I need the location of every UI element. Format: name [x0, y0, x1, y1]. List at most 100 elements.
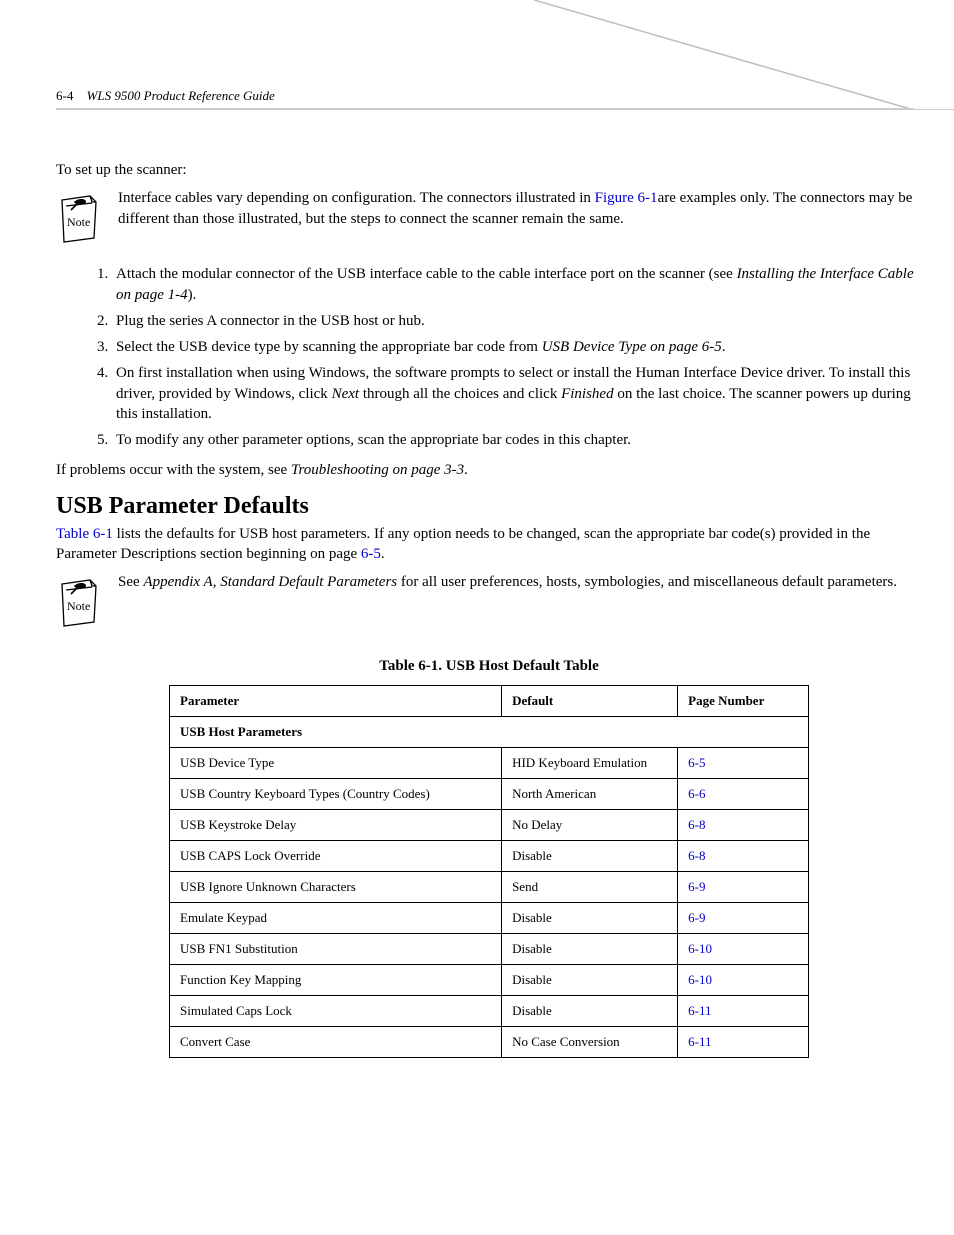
cell-page: 6-6 [678, 779, 809, 810]
step-italic: Next [332, 386, 360, 402]
page-corner-fold [534, 0, 954, 110]
cell-page: 6-9 [678, 872, 809, 903]
note-text: Interface cables vary depending on confi… [118, 188, 922, 229]
cell-page: 6-11 [678, 1027, 809, 1058]
cell-page: 6-10 [678, 934, 809, 965]
note-icon-label: Note [67, 215, 90, 229]
note-text: See Appendix A, Standard Default Paramet… [118, 572, 922, 592]
table-ref-link[interactable]: Table 6-1 [56, 526, 113, 542]
cell-default: Disable [502, 965, 678, 996]
cell-page: 6-10 [678, 965, 809, 996]
section-paragraph: Table 6-1 lists the defaults for USB hos… [56, 524, 922, 565]
page-ref-link[interactable]: 6-5 [361, 546, 381, 562]
cell-default: HID Keyboard Emulation [502, 748, 678, 779]
cell-default: No Delay [502, 810, 678, 841]
step-text: Select the USB device type by scanning t… [116, 339, 542, 355]
figure-ref-link[interactable]: Figure 6-1 [595, 190, 658, 206]
table-row: Convert Case No Case Conversion 6-11 [170, 1027, 809, 1058]
table-row: USB Keystroke Delay No Delay 6-8 [170, 810, 809, 841]
table-row: Function Key Mapping Disable 6-10 [170, 965, 809, 996]
note-block: Note Interface cables vary depending on … [56, 188, 922, 246]
cell-param: USB Keystroke Delay [170, 810, 502, 841]
header-rule [56, 108, 914, 110]
table-section-label: USB Host Parameters [170, 717, 809, 748]
table-body: USB Host Parameters USB Device Type HID … [170, 717, 809, 1058]
cell-param: USB Ignore Unknown Characters [170, 872, 502, 903]
page-link[interactable]: 6-11 [688, 1034, 711, 1049]
step-item: On first installation when using Windows… [112, 363, 922, 424]
step-text: Plug the series A connector in the USB h… [116, 313, 425, 329]
table-row: USB FN1 Substitution Disable 6-10 [170, 934, 809, 965]
step-text: through all the choices and click [359, 386, 561, 402]
usb-default-table: Parameter Default Page Number USB Host P… [169, 685, 809, 1058]
page-link[interactable]: 6-10 [688, 972, 712, 987]
step-italic: USB Device Type on page 6-5 [542, 339, 722, 355]
table-header-default: Default [502, 686, 678, 717]
cell-param: USB FN1 Substitution [170, 934, 502, 965]
note-icon-label: Note [67, 599, 90, 613]
table-title: Table 6-1. USB Host Default Table [56, 658, 922, 675]
step-item: Plug the series A connector in the USB h… [112, 311, 922, 331]
cell-default: Disable [502, 934, 678, 965]
page-link[interactable]: 6-9 [688, 910, 705, 925]
cell-param: USB CAPS Lock Override [170, 841, 502, 872]
page-link[interactable]: 6-10 [688, 941, 712, 956]
section-note-pre: See [118, 574, 143, 590]
cell-default: Send [502, 872, 678, 903]
table-row: USB Device Type HID Keyboard Emulation 6… [170, 748, 809, 779]
cell-page: 6-8 [678, 810, 809, 841]
running-header: 6-4 WLS 9500 Product Reference Guide [56, 88, 275, 104]
page-link[interactable]: 6-5 [688, 755, 705, 770]
step-text: To modify any other parameter options, s… [116, 432, 631, 448]
table-row: Emulate Keypad Disable 6-9 [170, 903, 809, 934]
page: 6-4 WLS 9500 Product Reference Guide To … [0, 0, 954, 1235]
cell-page: 6-9 [678, 903, 809, 934]
setup-steps: Attach the modular connector of the USB … [56, 264, 922, 450]
step-italic: Finished [561, 386, 614, 402]
table-row: USB Ignore Unknown Characters Send 6-9 [170, 872, 809, 903]
note-block: Note See Appendix A, Standard Default Pa… [56, 572, 922, 630]
cell-default: North American [502, 779, 678, 810]
step-text: ). [188, 287, 197, 303]
step-text: . [722, 339, 726, 355]
section-note-italic: Appendix A, Standard Default Parameters [143, 574, 397, 590]
page-number: 6-4 [56, 88, 73, 103]
table-row: USB CAPS Lock Override Disable 6-8 [170, 841, 809, 872]
cell-param: Emulate Keypad [170, 903, 502, 934]
troubleshoot-line: If problems occur with the system, see T… [56, 460, 922, 480]
cell-param: Function Key Mapping [170, 965, 502, 996]
cell-param: USB Country Keyboard Types (Country Code… [170, 779, 502, 810]
step-item: To modify any other parameter options, s… [112, 430, 922, 450]
cell-page: 6-8 [678, 841, 809, 872]
cell-param: Simulated Caps Lock [170, 996, 502, 1027]
step-item: Attach the modular connector of the USB … [112, 264, 922, 305]
section-text: lists the defaults for USB host paramete… [56, 526, 870, 562]
troubleshoot-ref: Troubleshooting on page 3-3 [291, 462, 464, 478]
troubleshoot-pre: If problems occur with the system, see [56, 462, 291, 478]
step-item: Select the USB device type by scanning t… [112, 337, 922, 357]
page-link[interactable]: 6-8 [688, 848, 705, 863]
page-link[interactable]: 6-8 [688, 817, 705, 832]
note-icon: Note [56, 576, 102, 630]
section-note-post: for all user preferences, hosts, symbolo… [397, 574, 897, 590]
section-heading: USB Parameter Defaults [56, 493, 922, 520]
page-content: To set up the scanner: Note Interface ca… [56, 160, 922, 1058]
page-link[interactable]: 6-6 [688, 786, 705, 801]
cell-param: Convert Case [170, 1027, 502, 1058]
table-row: Simulated Caps Lock Disable 6-11 [170, 996, 809, 1027]
step-text: Attach the modular connector of the USB … [116, 266, 737, 282]
page-link[interactable]: 6-9 [688, 879, 705, 894]
cell-page: 6-11 [678, 996, 809, 1027]
doc-title: WLS 9500 Product Reference Guide [87, 88, 275, 103]
troubleshoot-post: . [464, 462, 468, 478]
table-header-row: Parameter Default Page Number [170, 686, 809, 717]
section-text: . [381, 546, 385, 562]
table-header-parameter: Parameter [170, 686, 502, 717]
page-link[interactable]: 6-11 [688, 1003, 711, 1018]
table-row: USB Country Keyboard Types (Country Code… [170, 779, 809, 810]
note-icon: Note [56, 192, 102, 246]
table-section-row: USB Host Parameters [170, 717, 809, 748]
cell-default: Disable [502, 996, 678, 1027]
cell-param: USB Device Type [170, 748, 502, 779]
cell-default: Disable [502, 841, 678, 872]
